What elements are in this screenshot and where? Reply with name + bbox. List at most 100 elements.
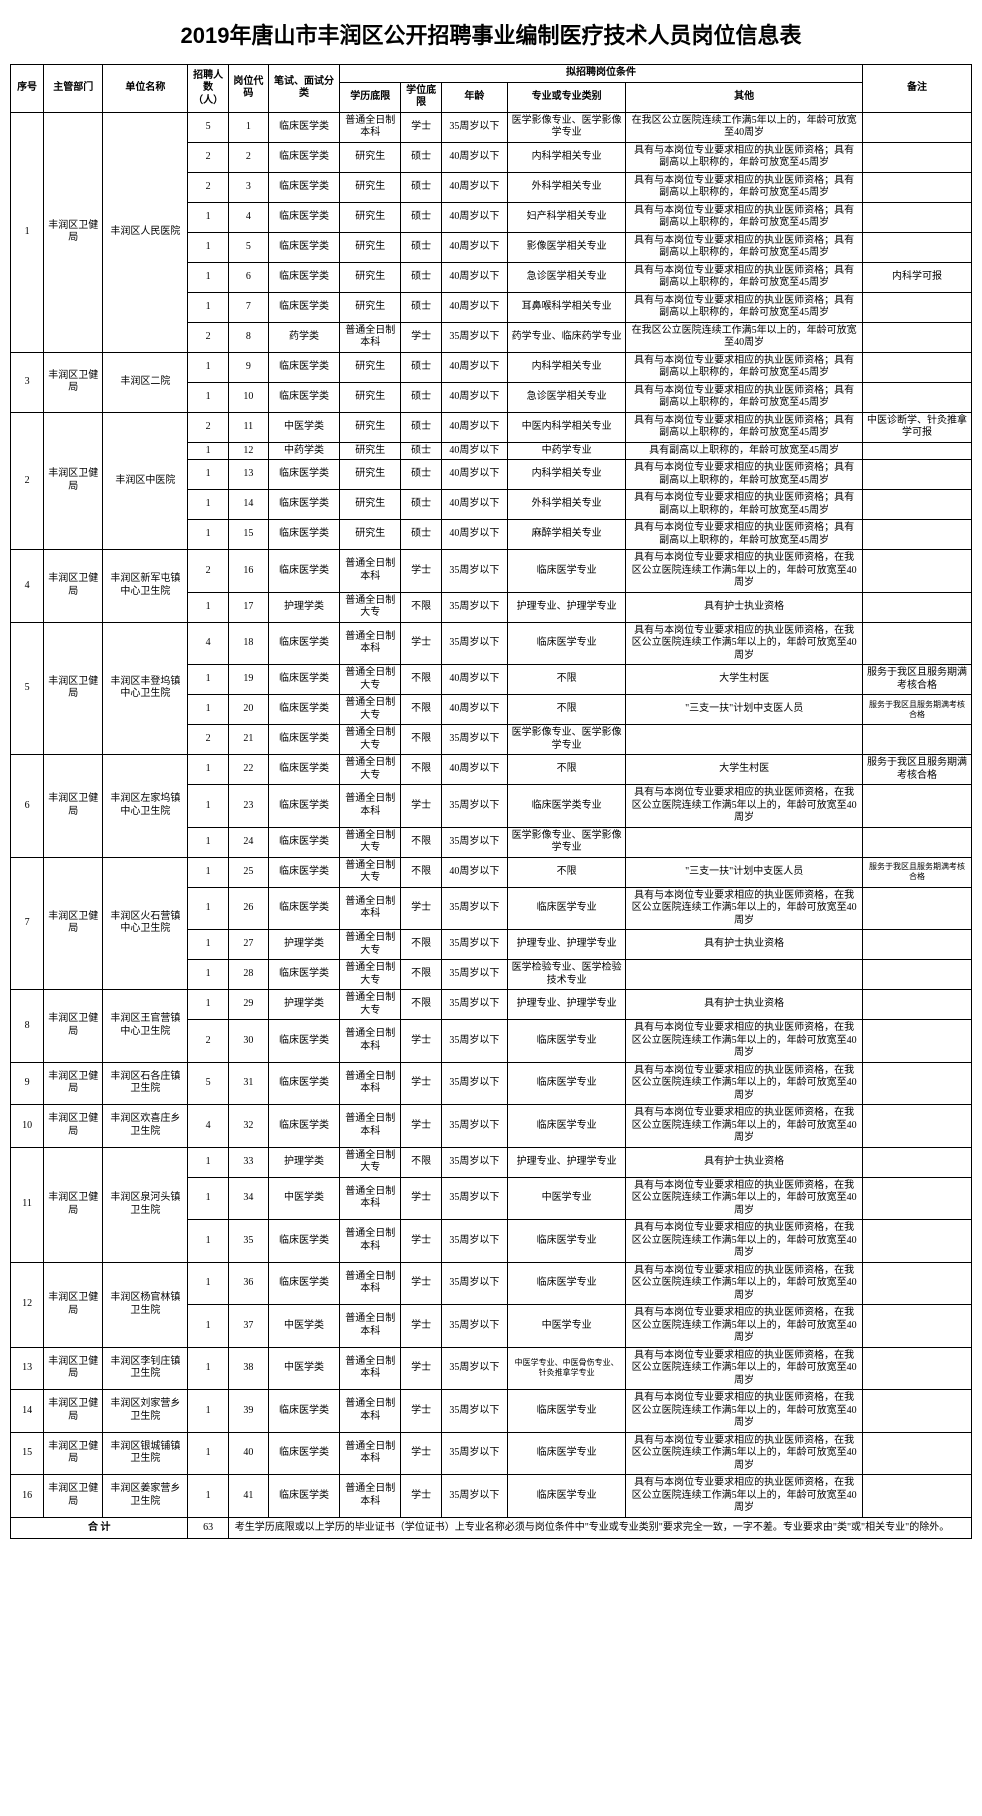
cell-edu: 研究生 (339, 172, 401, 202)
cell-num: 1 (188, 960, 228, 990)
cell-other: 具有与本岗位专业要求相应的执业医师资格；具有副高以上职称的，年龄可放宽至45周岁 (626, 412, 863, 442)
cell-other: 具有与本岗位专业要求相应的执业医师资格，在我区公立医院连续工作满5年以上的，年龄… (626, 1305, 863, 1348)
cell-other: 具有与本岗位专业要求相应的执业医师资格；具有副高以上职称的，年龄可放宽至45周岁 (626, 460, 863, 490)
cell-code: 19 (228, 665, 268, 695)
cell-exam: 临床医学类 (268, 490, 339, 520)
cell-num: 1 (188, 352, 228, 382)
cell-code: 31 (228, 1062, 268, 1105)
cell-other: 具有与本岗位专业要求相应的执业医师资格，在我区公立医院连续工作满5年以上的，年龄… (626, 1062, 863, 1105)
cell-deg: 学士 (401, 622, 441, 665)
cell-other: 在我区公立医院连续工作满5年以上的，年龄可放宽至40周岁 (626, 112, 863, 142)
cell-edu: 研究生 (339, 520, 401, 550)
hdr-deg: 学位底限 (401, 82, 441, 112)
cell-exam: 临床医学类 (268, 1105, 339, 1148)
cell-major: 内科学相关专业 (507, 352, 625, 382)
cell-num: 1 (188, 202, 228, 232)
cell-seq: 14 (11, 1390, 44, 1433)
cell-unit: 丰润区李钊庄镇卫生院 (103, 1347, 188, 1390)
cell-seq: 16 (11, 1475, 44, 1518)
cell-other: 具有与本岗位专业要求相应的执业医师资格，在我区公立医院连续工作满5年以上的，年龄… (626, 887, 863, 930)
cell-edu: 研究生 (339, 352, 401, 382)
cell-age: 35周岁以下 (441, 1220, 507, 1263)
cell-major: 急诊医学相关专业 (507, 382, 625, 412)
cell-deg: 硕士 (401, 382, 441, 412)
cell-exam: 临床医学类 (268, 1475, 339, 1518)
cell-exam: 临床医学类 (268, 112, 339, 142)
cell-deg: 学士 (401, 1475, 441, 1518)
cell-note (863, 930, 972, 960)
cell-major: 临床医学专业 (507, 1020, 625, 1063)
cell-other: 具有与本岗位专业要求相应的执业医师资格；具有副高以上职称的，年龄可放宽至45周岁 (626, 142, 863, 172)
table-row: 11丰润区卫健局丰润区泉河头镇卫生院133护理学类普通全日制大专不限35周岁以下… (11, 1147, 972, 1177)
cell-num: 4 (188, 1105, 228, 1148)
cell-code: 36 (228, 1262, 268, 1305)
cell-seq: 12 (11, 1262, 44, 1347)
cell-major: 医学影像专业、医学影像学专业 (507, 112, 625, 142)
cell-major: 外科学相关专业 (507, 490, 625, 520)
cell-other: 具有与本岗位专业要求相应的执业医师资格；具有副高以上职称的，年龄可放宽至45周岁 (626, 292, 863, 322)
cell-age: 35周岁以下 (441, 1475, 507, 1518)
cell-major: 临床医学专业 (507, 1220, 625, 1263)
cell-note (863, 1062, 972, 1105)
cell-major: 不限 (507, 857, 625, 887)
cell-num: 1 (188, 292, 228, 322)
cell-major: 影像医学相关专业 (507, 232, 625, 262)
cell-num: 2 (188, 172, 228, 202)
cell-unit: 丰润区欢喜庄乡卫生院 (103, 1105, 188, 1148)
cell-other: 大学生村医 (626, 665, 863, 695)
cell-note (863, 1432, 972, 1475)
cell-note (863, 1220, 972, 1263)
cell-age: 35周岁以下 (441, 1262, 507, 1305)
cell-exam: 临床医学类 (268, 352, 339, 382)
hdr-code: 岗位代码 (228, 65, 268, 113)
cell-major: 护理专业、护理学专业 (507, 990, 625, 1020)
cell-age: 40周岁以下 (441, 292, 507, 322)
cell-other: 具有与本岗位专业要求相应的执业医师资格；具有副高以上职称的，年龄可放宽至45周岁 (626, 490, 863, 520)
cell-edu: 普通全日制本科 (339, 322, 401, 352)
cell-exam: 护理学类 (268, 592, 339, 622)
cell-other: 具有与本岗位专业要求相应的执业医师资格；具有副高以上职称的，年龄可放宽至45周岁 (626, 202, 863, 232)
cell-num: 2 (188, 550, 228, 593)
cell-edu: 普通全日制大专 (339, 695, 401, 725)
cell-note (863, 1020, 972, 1063)
cell-edu: 普通全日制大专 (339, 755, 401, 785)
table-header: 序号 主管部门 单位名称 招聘人数（人） 岗位代码 笔试、面试分类 拟招聘岗位条… (11, 65, 972, 113)
cell-deg: 不限 (401, 827, 441, 857)
cell-age: 40周岁以下 (441, 520, 507, 550)
cell-num: 1 (188, 755, 228, 785)
cell-unit: 丰润区人民医院 (103, 112, 188, 352)
cell-major: 中药学专业 (507, 442, 625, 460)
cell-edu: 普通全日制本科 (339, 1105, 401, 1148)
hdr-dept: 主管部门 (44, 65, 103, 113)
cell-code: 6 (228, 262, 268, 292)
cell-deg: 不限 (401, 592, 441, 622)
cell-age: 40周岁以下 (441, 695, 507, 725)
cell-edu: 研究生 (339, 202, 401, 232)
cell-num: 1 (188, 930, 228, 960)
cell-major: 药学专业、临床药学专业 (507, 322, 625, 352)
cell-code: 20 (228, 695, 268, 725)
cell-unit: 丰润区二院 (103, 352, 188, 412)
cell-major: 临床医学专业 (507, 622, 625, 665)
cell-deg: 硕士 (401, 142, 441, 172)
cell-age: 40周岁以下 (441, 490, 507, 520)
table-row: 4丰润区卫健局丰润区新军屯镇中心卫生院216临床医学类普通全日制本科学士35周岁… (11, 550, 972, 593)
cell-deg: 不限 (401, 695, 441, 725)
table-row: 6丰润区卫健局丰润区左家坞镇中心卫生院122临床医学类普通全日制大专不限40周岁… (11, 755, 972, 785)
cell-note (863, 1390, 972, 1433)
cell-other: 具有与本岗位专业要求相应的执业医师资格，在我区公立医院连续工作满5年以上的，年龄… (626, 622, 863, 665)
cell-exam: 护理学类 (268, 1147, 339, 1177)
cell-num: 2 (188, 142, 228, 172)
cell-code: 16 (228, 550, 268, 593)
cell-edu: 普通全日制大专 (339, 725, 401, 755)
cell-dept: 丰润区卫健局 (44, 622, 103, 755)
cell-num: 1 (188, 785, 228, 828)
cell-edu: 普通全日制本科 (339, 1062, 401, 1105)
table-row: 3丰润区卫健局丰润区二院19临床医学类研究生硕士40周岁以下内科学相关专业具有与… (11, 352, 972, 382)
cell-note: 服务于我区且服务期满考核合格 (863, 857, 972, 887)
cell-deg: 硕士 (401, 520, 441, 550)
cell-dept: 丰润区卫健局 (44, 857, 103, 990)
cell-exam: 中医学类 (268, 412, 339, 442)
cell-code: 2 (228, 142, 268, 172)
cell-exam: 临床医学类 (268, 725, 339, 755)
